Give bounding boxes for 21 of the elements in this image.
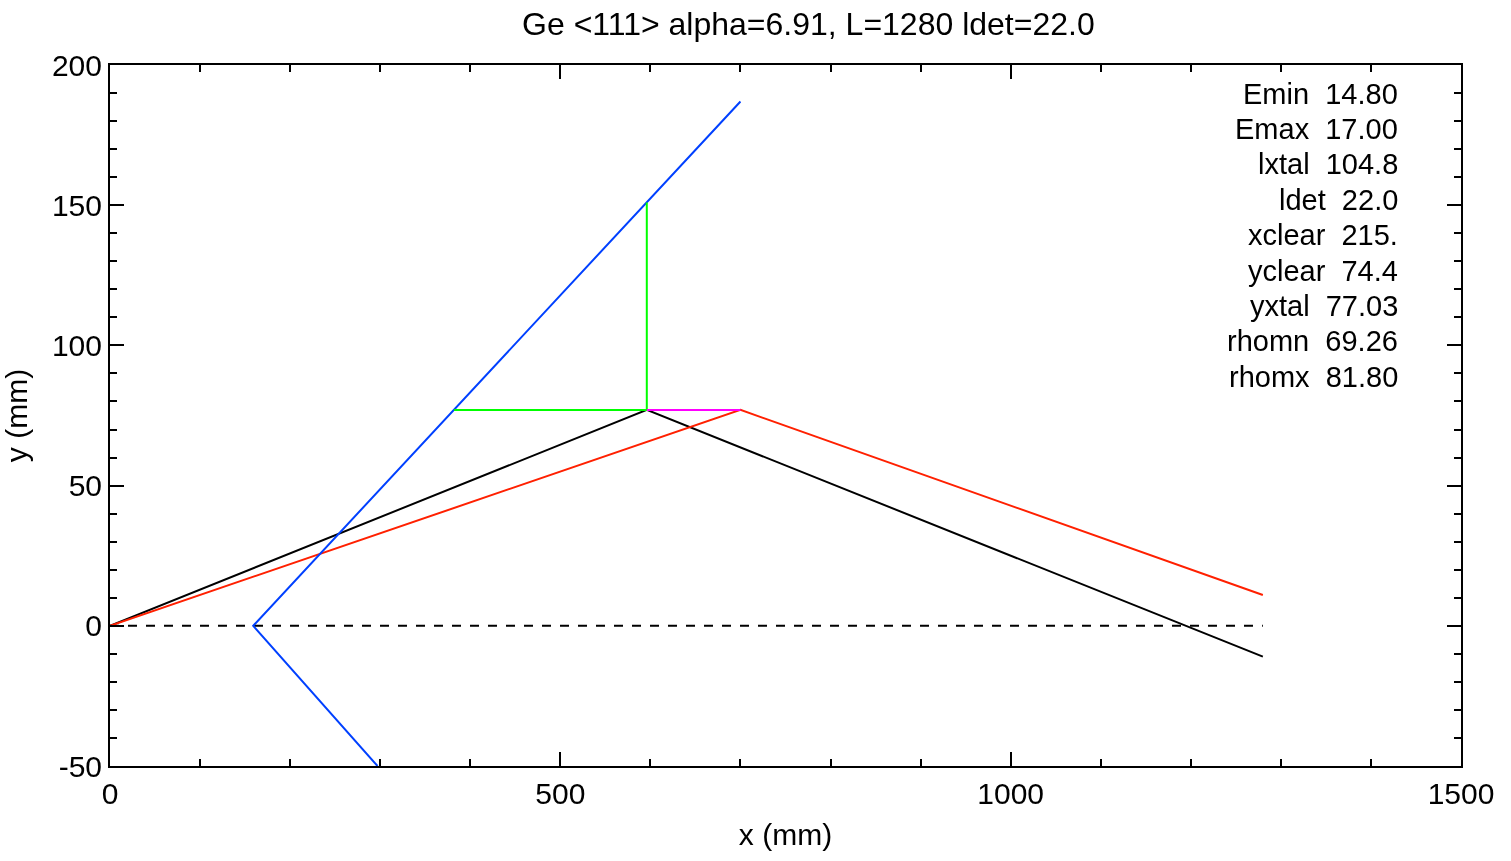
y-tick-label: 100 (51, 328, 102, 362)
x-axis-title: x (mm) (738, 818, 833, 851)
y-tick-label: 150 (51, 188, 102, 222)
annotation: xclear 215. (1248, 219, 1398, 251)
y-tick-label: 200 (51, 48, 102, 82)
annotation: yxtal 77.03 (1250, 290, 1399, 322)
annotation: yclear 74.4 (1248, 255, 1398, 287)
x-tick-label: 1500 (1427, 777, 1495, 810)
x-tick-label: 1000 (977, 777, 1045, 810)
chart-title: Ge <111> alpha=6.91, L=1280 ldet=22.0 (522, 6, 1095, 43)
x-tick-label: 500 (535, 777, 586, 810)
annotation: rhomx 81.80 (1229, 361, 1399, 393)
y-tick-label: -50 (58, 749, 102, 783)
y-axis-title: y (mm) (0, 368, 34, 463)
annotation: lxtal 104.8 (1258, 148, 1399, 180)
y-tick-label: 50 (68, 469, 102, 503)
annotation: Emin 14.80 (1243, 78, 1398, 110)
annotation: ldet 22.0 (1279, 184, 1399, 216)
annotation: Emax 17.00 (1235, 113, 1398, 145)
y-tick-label: 0 (85, 609, 102, 643)
annotation: rhomn 69.26 (1227, 325, 1398, 357)
